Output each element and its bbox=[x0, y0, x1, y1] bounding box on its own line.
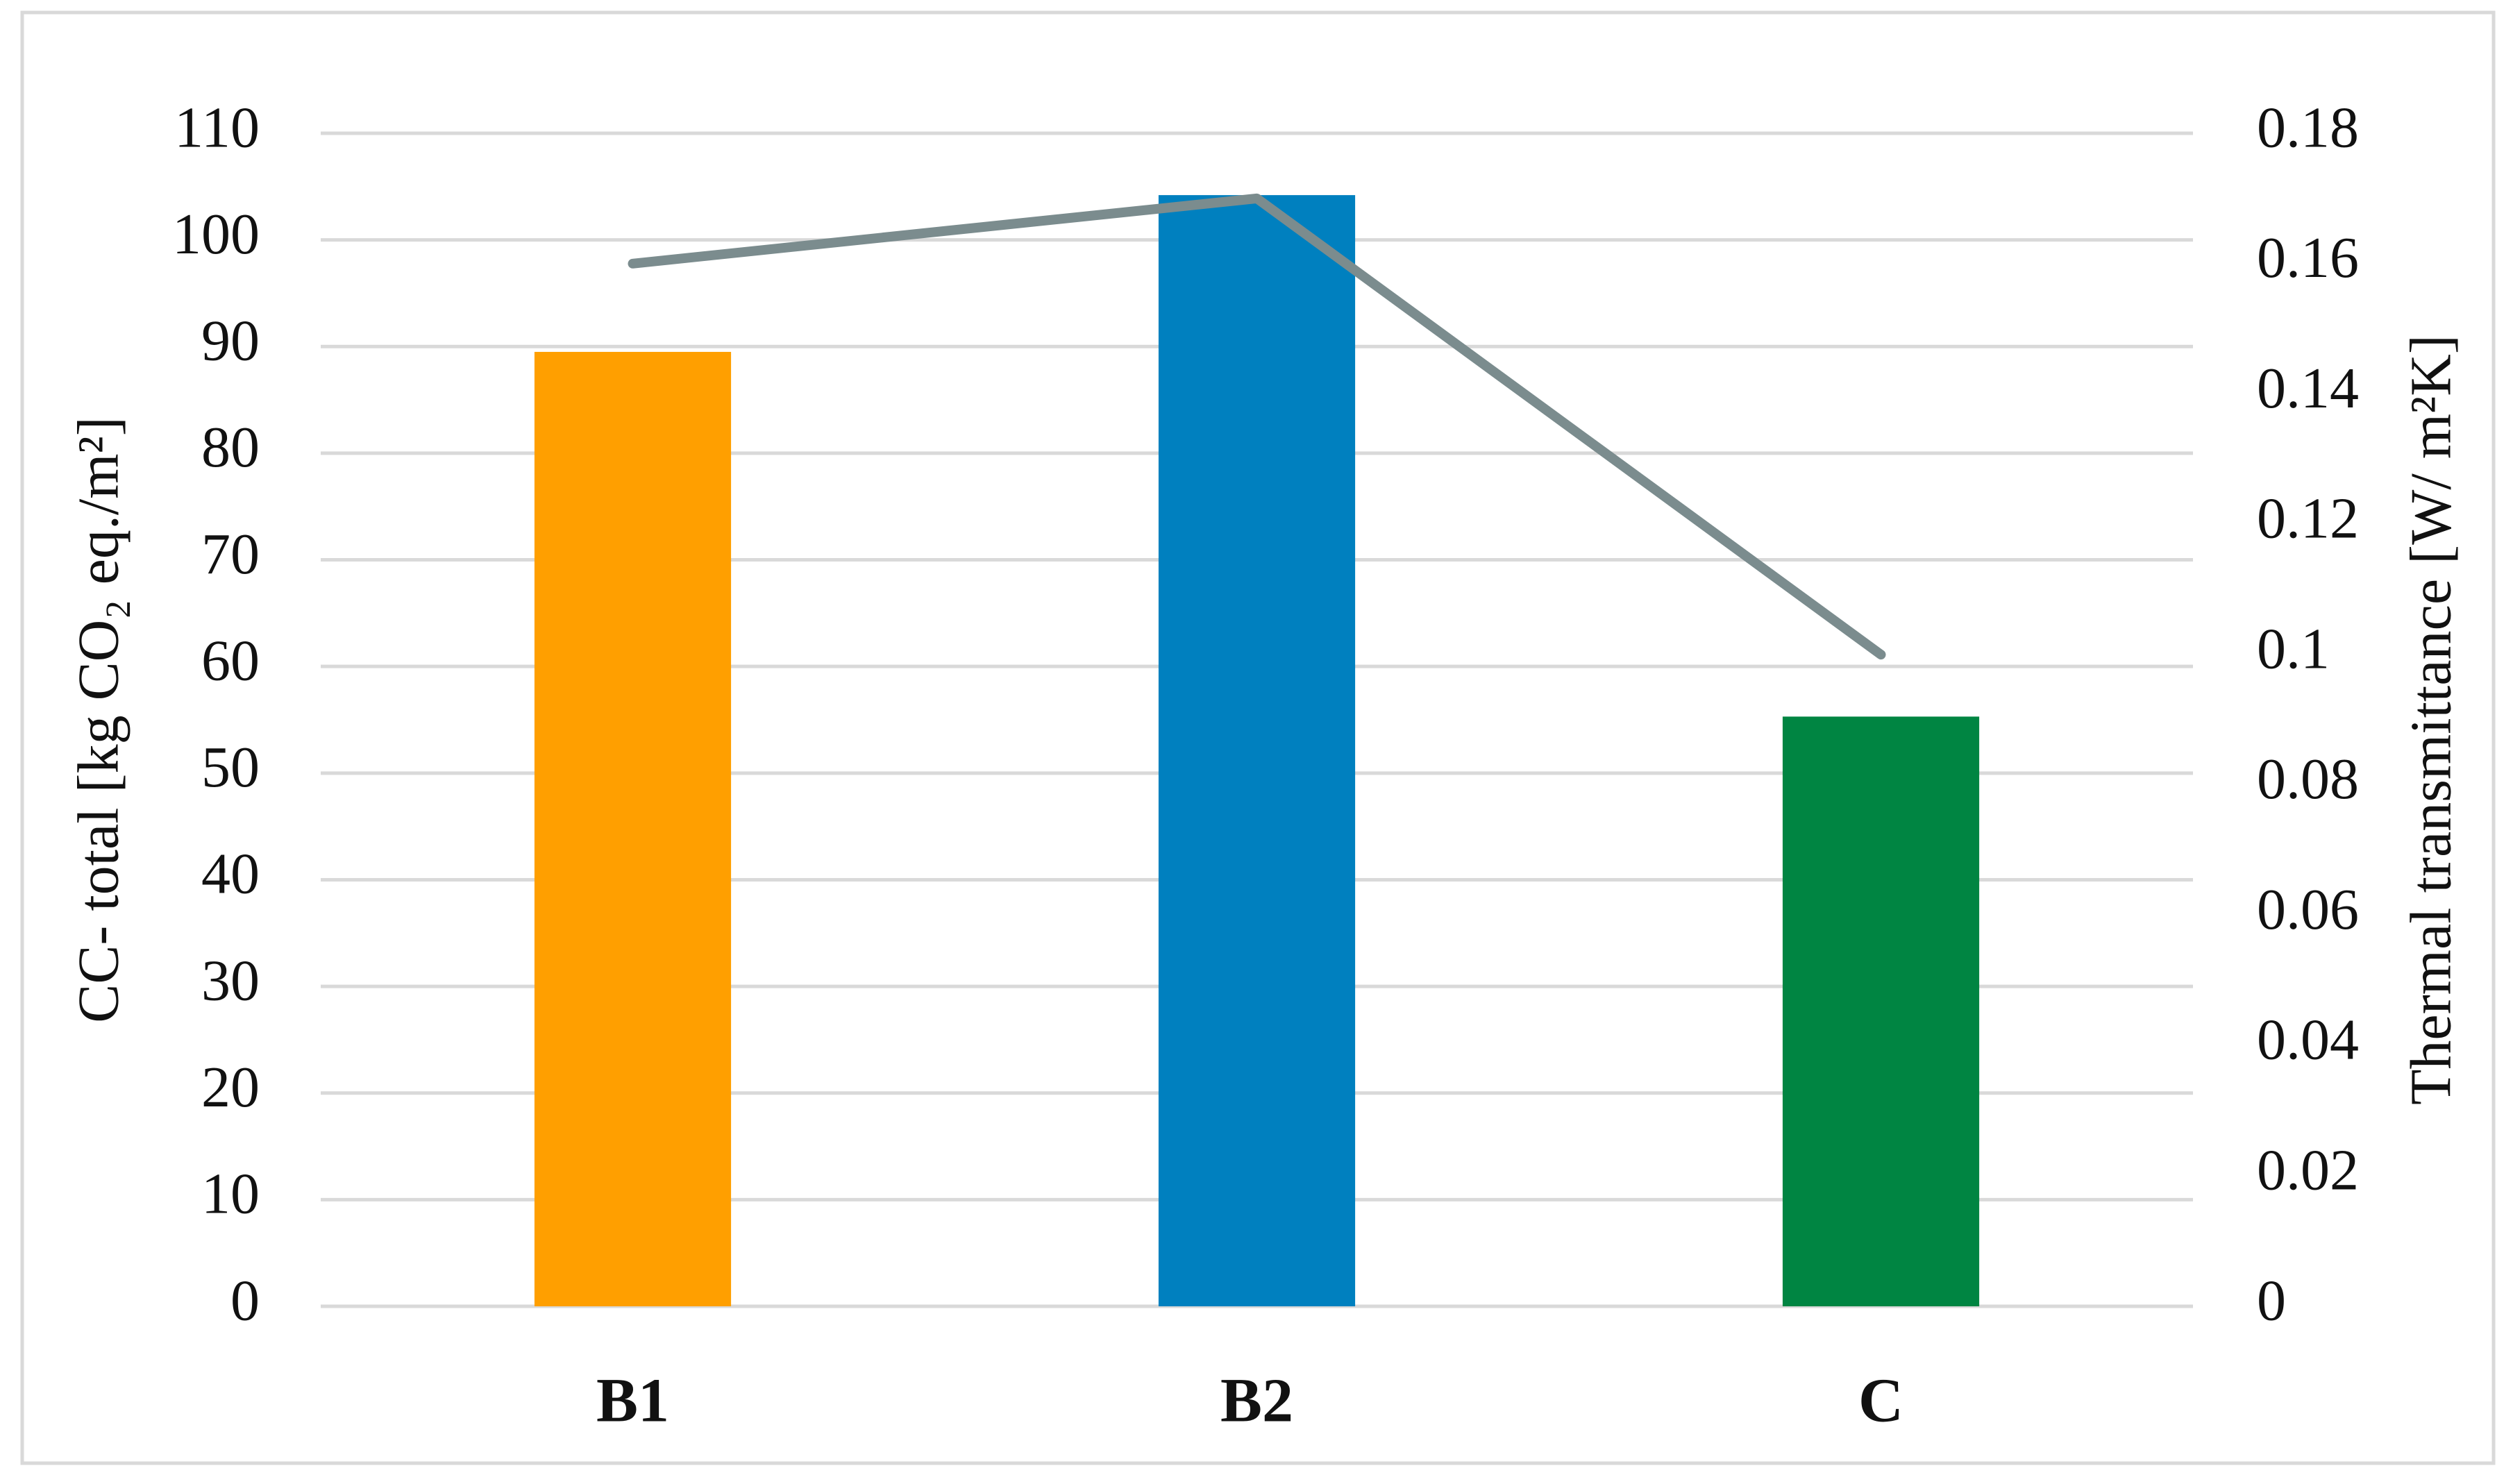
x-tick-label: B2 bbox=[1220, 1367, 1293, 1435]
y2-tick-label: 0.14 bbox=[2257, 356, 2359, 421]
y2-tick-label: 0.16 bbox=[2257, 226, 2359, 290]
y-tick-label: 110 bbox=[174, 95, 260, 160]
y-tick-label: 20 bbox=[201, 1055, 260, 1120]
y2-tick-label: 0.02 bbox=[2257, 1138, 2359, 1203]
y-tick-label: 70 bbox=[201, 522, 260, 587]
y-tick-label: 80 bbox=[201, 415, 260, 480]
bar bbox=[1158, 195, 1356, 1306]
bar bbox=[534, 351, 732, 1306]
y2-tick-label: 0.04 bbox=[2257, 1008, 2359, 1072]
y-tick-label: 10 bbox=[201, 1162, 260, 1226]
y-tick-label: 40 bbox=[201, 842, 260, 907]
y-tick-label: 100 bbox=[172, 202, 260, 267]
y-tick-label: 90 bbox=[201, 309, 260, 373]
y-tick-label: 60 bbox=[201, 628, 260, 693]
x-tick-label: C bbox=[1858, 1367, 1903, 1435]
y2-tick-label: 0.18 bbox=[2257, 95, 2359, 160]
x-tick-label: B1 bbox=[596, 1367, 669, 1435]
y2-tick-label: 0.08 bbox=[2257, 747, 2359, 811]
y-axis-title: CC- total [kg CO₂ eq./m²] bbox=[66, 416, 131, 1022]
bar bbox=[1782, 716, 1980, 1306]
y-tick-label: 0 bbox=[230, 1268, 260, 1333]
y-tick-label: 30 bbox=[201, 948, 260, 1013]
y2-tick-label: 0 bbox=[2257, 1268, 2286, 1333]
y2-axis-title: Thermal transmittance [W/ m²K] bbox=[2398, 335, 2463, 1105]
y-tick-label: 50 bbox=[201, 735, 260, 800]
y2-tick-label: 0.06 bbox=[2257, 877, 2359, 942]
y2-tick-label: 0.12 bbox=[2257, 487, 2359, 551]
y2-tick-label: 0.1 bbox=[2257, 616, 2330, 681]
line bbox=[628, 193, 1886, 660]
